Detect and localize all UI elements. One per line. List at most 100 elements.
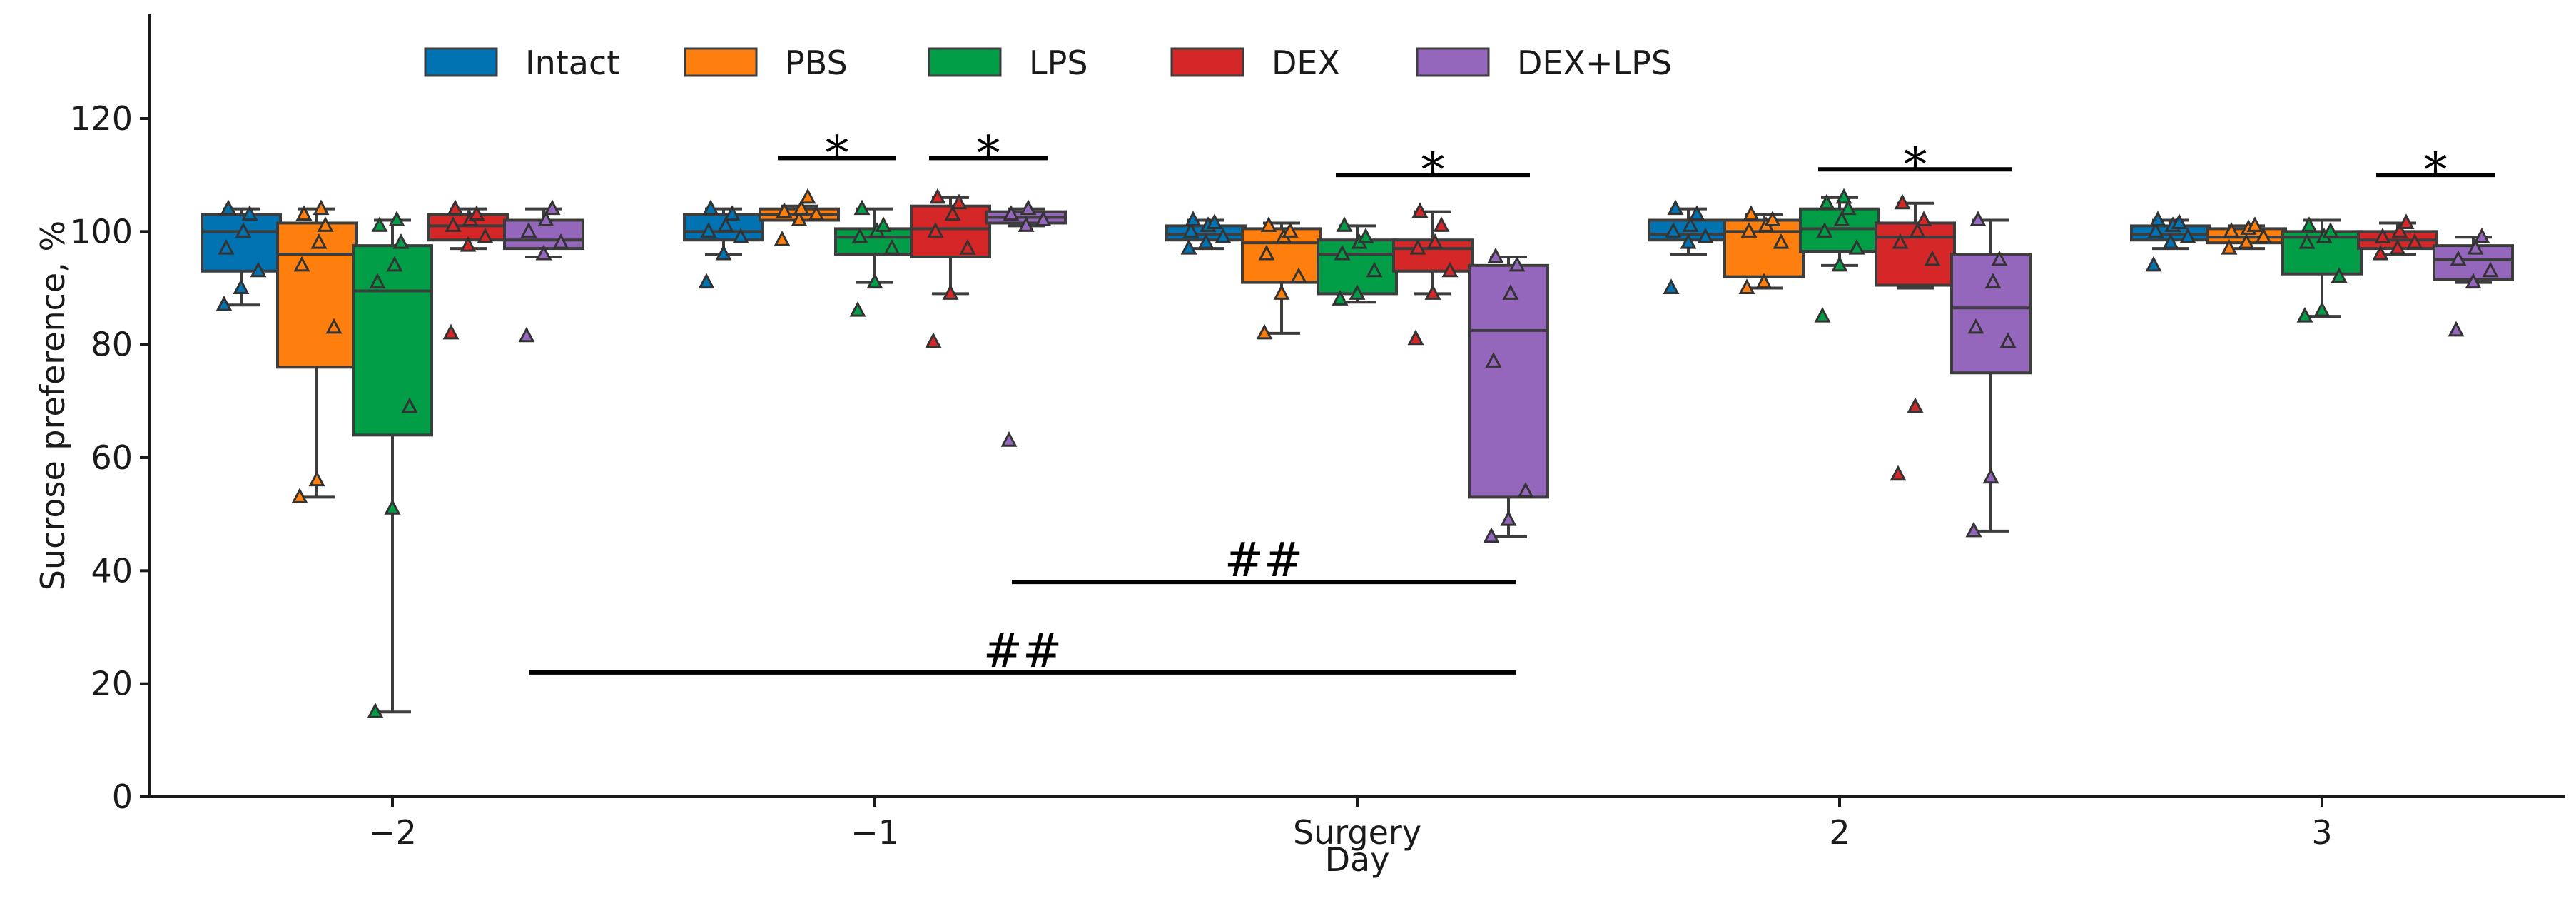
- data-point: [1500, 510, 1517, 526]
- data-point: [700, 222, 717, 238]
- data-point: [477, 228, 494, 243]
- data-point: [384, 499, 401, 515]
- data-point: [774, 231, 791, 246]
- data-point: [1487, 247, 1504, 263]
- data-point: [367, 703, 384, 718]
- data-point: [883, 238, 901, 255]
- box: [352, 244, 433, 437]
- significance-label: ##: [1224, 533, 1304, 588]
- data-point: [1816, 222, 1833, 238]
- y-tick-label: 40: [91, 551, 133, 590]
- box-group: [683, 199, 764, 289]
- data-point: [1258, 244, 1275, 261]
- significance-marker: ##: [1012, 533, 1516, 588]
- box-group: [1723, 205, 1805, 294]
- box: [1468, 263, 1549, 499]
- data-point: [1020, 199, 1037, 216]
- data-point: [2301, 216, 2318, 232]
- data-point: [959, 238, 976, 255]
- data-point: [468, 205, 485, 221]
- data-point: [1332, 290, 1349, 306]
- data-point: [2448, 321, 2465, 337]
- data-point: [215, 296, 233, 311]
- data-point: [927, 222, 944, 238]
- box-group: [2281, 216, 2363, 323]
- data-point: [1738, 278, 1755, 294]
- significance-marker: *: [778, 126, 896, 181]
- data-point: [447, 199, 464, 216]
- significance-label: ##: [983, 623, 1063, 678]
- data-point: [2221, 238, 2238, 255]
- y-tick-label: 120: [70, 99, 133, 138]
- data-point: [1680, 233, 1697, 249]
- data-point: [1424, 284, 1441, 300]
- data-point: [1833, 211, 1850, 226]
- box: [201, 213, 282, 273]
- data-point: [942, 284, 959, 300]
- data-point: [1965, 521, 1982, 538]
- data-point: [1003, 205, 1020, 221]
- data-point: [2389, 238, 2406, 255]
- data-point: [1909, 222, 1926, 238]
- data-point: [1483, 527, 1500, 543]
- data-point: [518, 326, 535, 343]
- box-group: [759, 188, 840, 246]
- data-point: [1892, 233, 1909, 249]
- legend-swatch: [928, 47, 1002, 77]
- legend-swatch: [684, 47, 758, 77]
- data-point: [1282, 222, 1299, 238]
- significance-marker: *: [929, 126, 1048, 181]
- box-group: [201, 199, 282, 311]
- data-point: [950, 193, 968, 210]
- data-point: [1907, 397, 1924, 413]
- box-group: [352, 211, 433, 718]
- data-point: [1336, 216, 1353, 232]
- data-point: [851, 228, 868, 243]
- data-point: [2398, 213, 2415, 229]
- data-point: [1663, 278, 1680, 294]
- data-point: [250, 261, 267, 278]
- data-point: [218, 238, 235, 255]
- data-point: [1000, 431, 1018, 447]
- box-group: [985, 199, 1067, 447]
- data-point: [1517, 482, 1534, 498]
- data-point: [1441, 261, 1459, 278]
- significance-annotations: * * * * * ## ##: [529, 126, 2495, 678]
- data-point: [1180, 238, 1197, 255]
- significance-label: *: [977, 126, 1000, 181]
- data-point: [1848, 238, 1865, 255]
- data-point: [2331, 267, 2348, 283]
- data-point: [2171, 213, 2188, 229]
- data-point: [2149, 211, 2166, 226]
- data-point: [702, 199, 719, 216]
- data-point: [1407, 329, 1424, 346]
- data-point: [776, 202, 793, 218]
- data-point: [698, 273, 715, 289]
- data-point: [1485, 352, 1502, 368]
- data-point: [2313, 301, 2331, 317]
- box: [1950, 253, 2032, 375]
- significance-label: *: [826, 126, 849, 181]
- data-point: [2322, 222, 2339, 238]
- data-point: [1433, 216, 1450, 232]
- box-group: [1875, 193, 1956, 481]
- significance-marker: *: [1818, 137, 2012, 192]
- data-point: [1999, 332, 2017, 348]
- data-point: [388, 211, 405, 226]
- box: [683, 213, 764, 242]
- data-point: [1667, 199, 1684, 216]
- significance-label: *: [1904, 137, 1927, 192]
- x-tick-label: 2: [1829, 813, 1850, 852]
- data-point: [233, 278, 250, 294]
- significance-marker: *: [2376, 143, 2495, 198]
- data-point: [386, 256, 403, 272]
- x-tick-label: −2: [368, 813, 417, 852]
- data-point: [2145, 256, 2162, 272]
- box-group: [1241, 216, 1322, 340]
- data-point: [291, 488, 308, 503]
- data-point: [793, 199, 810, 216]
- box-group: [1468, 247, 1549, 543]
- data-point: [875, 216, 892, 232]
- data-point: [369, 273, 386, 289]
- data-point: [944, 205, 961, 221]
